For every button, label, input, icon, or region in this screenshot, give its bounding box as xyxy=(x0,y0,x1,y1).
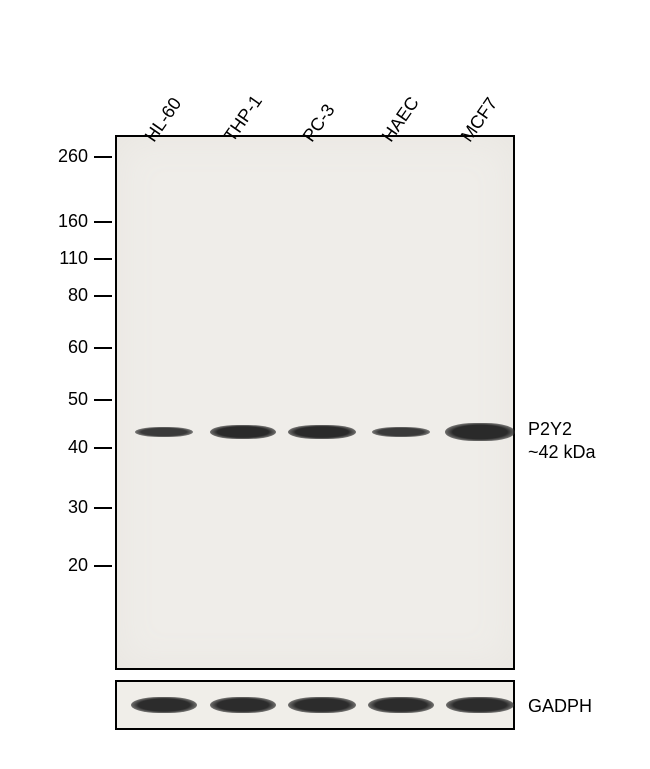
mw-tick-260 xyxy=(94,156,112,158)
loading-band-lane-1 xyxy=(131,697,197,713)
mw-tick-110 xyxy=(94,258,112,260)
target-band-lane-3 xyxy=(288,425,356,439)
mw-label-40: 40 xyxy=(46,437,88,458)
loading-band-lane-3 xyxy=(288,697,356,713)
loading-band-lane-5 xyxy=(446,697,514,713)
mw-label-160: 160 xyxy=(46,211,88,232)
mw-tick-160 xyxy=(94,221,112,223)
target-annotation: P2Y2 ~42 kDa xyxy=(528,418,596,463)
target-band-lane-2 xyxy=(210,425,276,439)
mw-label-110: 110 xyxy=(46,248,88,269)
mw-tick-80 xyxy=(94,295,112,297)
target-mw: ~42 kDa xyxy=(528,441,596,464)
mw-label-30: 30 xyxy=(46,497,88,518)
western-blot-figure: 260160110806050403020 HL-60THP-1PC-3HAEC… xyxy=(0,0,650,769)
mw-tick-20 xyxy=(94,565,112,567)
target-band-lane-1 xyxy=(135,427,193,437)
main-blot-membrane xyxy=(115,135,515,670)
mw-label-80: 80 xyxy=(46,285,88,306)
loading-control-annotation: GADPH xyxy=(528,696,592,717)
target-band-lane-5 xyxy=(445,423,515,441)
mw-tick-60 xyxy=(94,347,112,349)
target-name: P2Y2 xyxy=(528,418,596,441)
mw-label-60: 60 xyxy=(46,337,88,358)
mw-tick-50 xyxy=(94,399,112,401)
mw-label-260: 260 xyxy=(46,146,88,167)
mw-label-50: 50 xyxy=(46,389,88,410)
mw-tick-40 xyxy=(94,447,112,449)
target-band-lane-4 xyxy=(372,427,430,437)
mw-label-20: 20 xyxy=(46,555,88,576)
mw-tick-30 xyxy=(94,507,112,509)
loading-band-lane-4 xyxy=(368,697,434,713)
loading-band-lane-2 xyxy=(210,697,276,713)
